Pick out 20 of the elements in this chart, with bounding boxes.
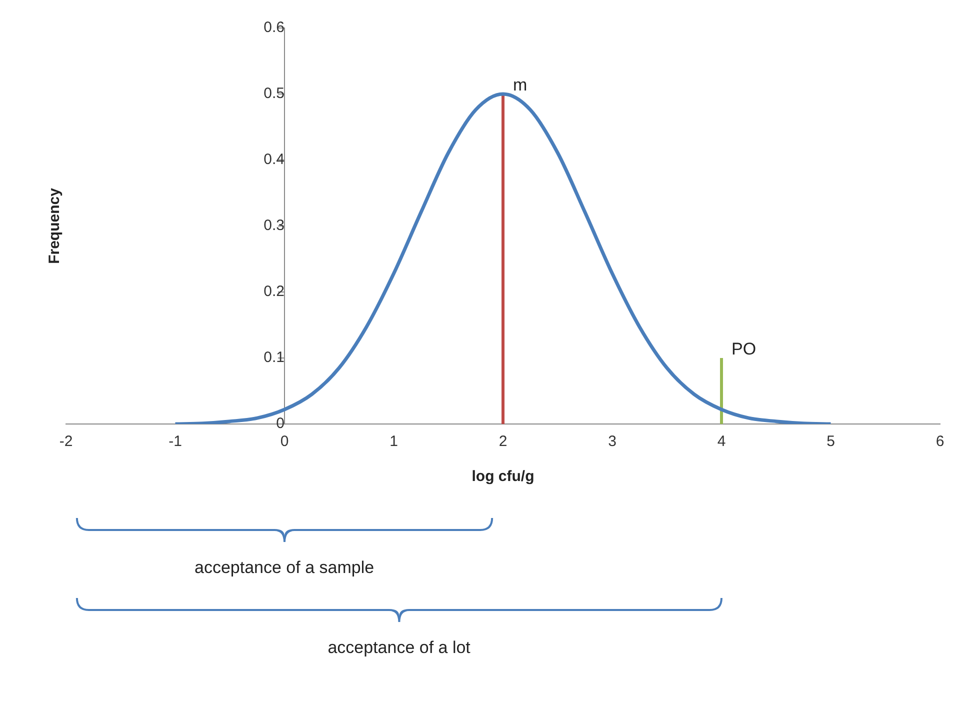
x-tick-label: 2 xyxy=(498,433,508,450)
text: acceptance of a sample xyxy=(194,558,374,578)
y-tick-label: 0.4 xyxy=(264,151,284,168)
x-axis-title: log cfu/g xyxy=(472,468,534,486)
series-label: PO xyxy=(732,340,756,359)
y-tick-label: 0.6 xyxy=(264,19,284,36)
x-tick-label: -2 xyxy=(59,433,73,450)
x-tick-label: -1 xyxy=(168,433,182,450)
x-tick-label: 3 xyxy=(608,433,616,450)
series-label: m xyxy=(513,76,528,95)
x-tick-label: 4 xyxy=(717,433,726,450)
text: acceptance of a lot xyxy=(328,638,470,658)
y-tick-label: 0.5 xyxy=(264,85,284,102)
y-tick-label: 0.3 xyxy=(264,217,284,234)
y-tick-label: 0.2 xyxy=(264,283,284,300)
x-tick-label: 6 xyxy=(936,433,944,450)
y-tick-label: 0.1 xyxy=(264,349,284,366)
y-axis-title: Frequency xyxy=(46,187,64,264)
x-tick-label: 1 xyxy=(390,433,398,450)
x-tick-label: 5 xyxy=(826,433,835,450)
